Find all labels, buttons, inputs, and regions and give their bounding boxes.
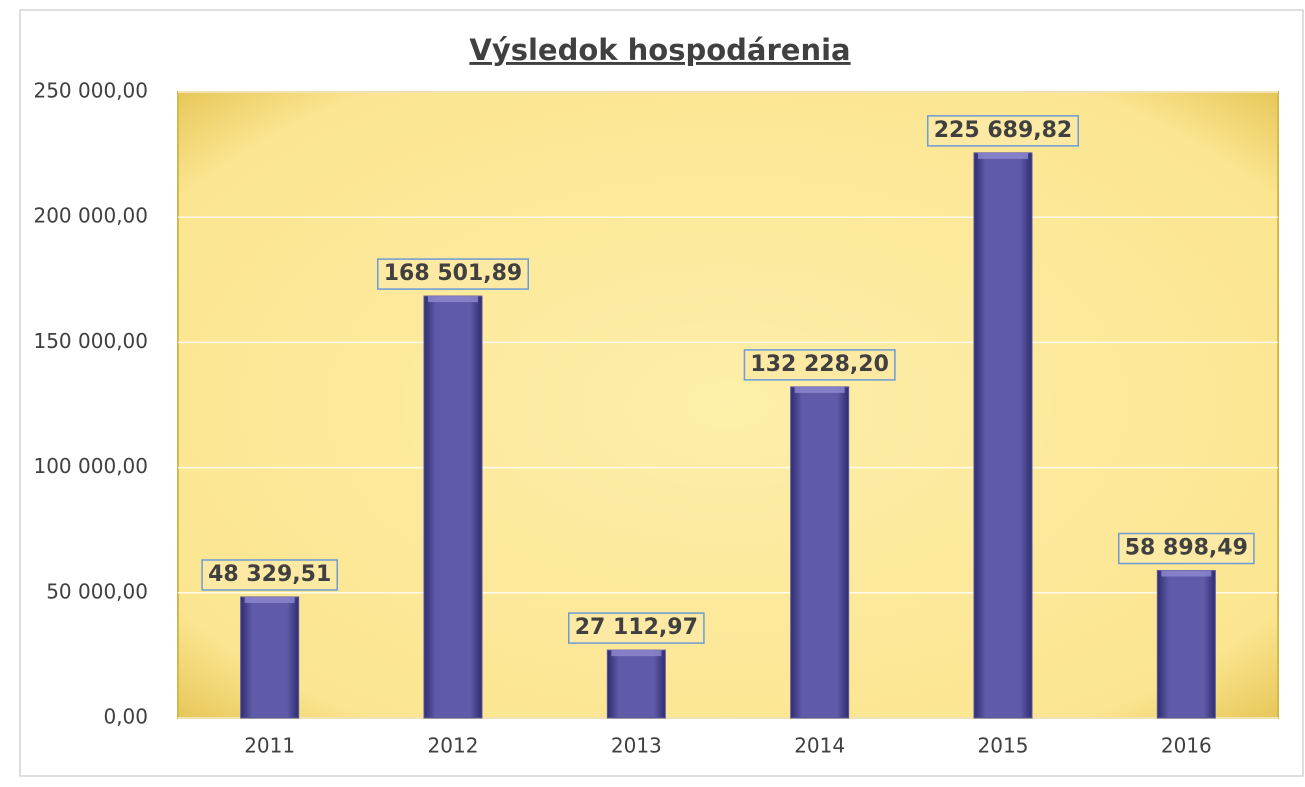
y-tick-label: 100 000,00 [33, 454, 148, 478]
x-tick-label: 2013 [611, 734, 662, 758]
plot-area [177, 91, 1279, 719]
data-label: 168 501,89 [384, 261, 522, 286]
data-label-box [201, 559, 339, 591]
bar-bevel [611, 650, 662, 657]
y-tick-label: 200 000,00 [33, 204, 148, 228]
data-label: 48 329,51 [208, 562, 331, 587]
data-label: 27 112,97 [575, 615, 698, 640]
x-tick-label: 2014 [794, 734, 845, 758]
bar [606, 649, 666, 719]
bar-bevel [794, 386, 845, 393]
bar [240, 596, 300, 719]
bar [423, 295, 483, 719]
bar [973, 152, 1033, 719]
y-tick-label: 0,00 [103, 705, 148, 729]
chart-title: Výsledok hospodárenia [469, 33, 850, 67]
data-label: 58 898,49 [1125, 536, 1248, 561]
bar [790, 386, 850, 719]
bar-bevel [244, 596, 295, 603]
bar [1156, 570, 1216, 719]
y-tick-label: 250 000,00 [33, 79, 148, 103]
data-label-box [377, 258, 529, 290]
data-label: 225 689,82 [934, 118, 1072, 143]
x-tick-label: 2012 [428, 734, 479, 758]
data-label-box [743, 349, 896, 381]
x-tick-label: 2016 [1161, 734, 1212, 758]
data-label-box [927, 115, 1079, 147]
y-tick-label: 150 000,00 [33, 329, 148, 353]
bar-bevel [1161, 570, 1212, 577]
data-label: 132 228,20 [750, 352, 888, 377]
data-label-box [1117, 532, 1255, 565]
x-tick-label: 2015 [978, 734, 1029, 758]
data-label-box [567, 612, 705, 644]
y-tick-label: 50 000,00 [46, 579, 148, 603]
x-tick-label: 2011 [244, 734, 295, 758]
bar-bevel [428, 296, 478, 303]
bar-bevel [978, 152, 1028, 159]
